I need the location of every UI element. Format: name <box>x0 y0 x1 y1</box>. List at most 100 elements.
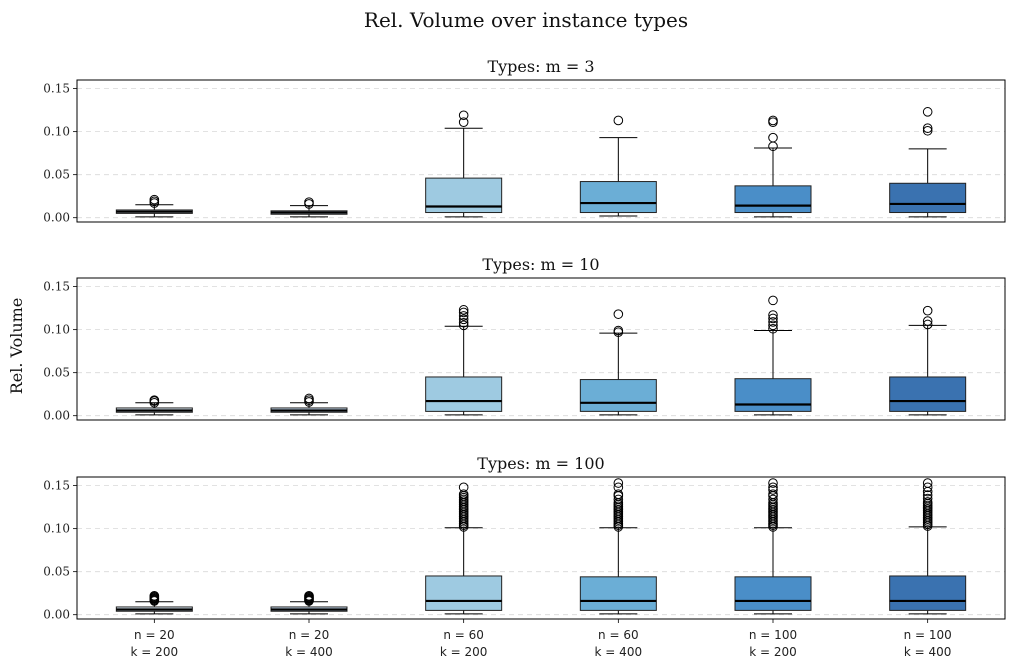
outlier-point <box>922 107 933 117</box>
outlier-point <box>922 497 933 507</box>
outlier-point <box>458 305 469 315</box>
y-tick-label: 0.00 <box>43 211 70 225</box>
box-body <box>889 575 967 611</box>
panel-m-0: Types: m = 3 0.00 0.05 0.10 0.15 <box>43 57 1006 225</box>
box-0 <box>115 395 193 416</box>
x-tick-label-n: n = 100 <box>904 628 952 642</box>
x-tick-label-k: k = 400 <box>904 645 952 659</box>
box-2 <box>425 110 503 218</box>
x-tick-label-n: n = 20 <box>289 628 330 642</box>
outlier-point <box>768 323 778 334</box>
outlier-point <box>922 319 933 330</box>
panel-title: Types: m = 100 <box>477 454 604 473</box>
x-tick-label-k: k = 400 <box>285 645 333 659</box>
box-2 <box>425 305 503 416</box>
y-tick-label: 0.10 <box>43 522 70 536</box>
x-tick-label-k: k = 200 <box>749 645 797 659</box>
outlier-point <box>458 311 469 321</box>
outlier-point <box>768 317 778 327</box>
outlier-point <box>149 590 160 601</box>
box-0 <box>115 194 193 218</box>
outlier-point <box>768 115 778 126</box>
outlier-point <box>458 307 469 318</box>
box-3 <box>579 115 657 217</box>
x-tick-label-n: n = 20 <box>134 628 175 642</box>
outlier-point <box>922 305 933 316</box>
x-tick-label-k: k = 200 <box>131 645 179 659</box>
box-1 <box>270 393 348 416</box>
x-tick-label-k: k = 200 <box>440 645 488 659</box>
y-axis-label: Rel. Volume <box>7 298 26 395</box>
outlier-point <box>613 489 624 500</box>
chart-title: Rel. Volume over instance types <box>364 8 688 32</box>
panel-title: Types: m = 3 <box>487 57 594 76</box>
y-tick-label: 0.10 <box>43 323 70 337</box>
outlier-point <box>613 494 624 505</box>
y-tick-label: 0.05 <box>43 168 70 182</box>
panel-m-1: Types: m = 10 0.00 0.05 0.10 0.15 <box>43 255 1006 423</box>
box-body <box>425 575 503 611</box>
box-body <box>579 379 657 412</box>
box-body <box>734 378 812 412</box>
y-tick-label: 0.10 <box>43 125 70 139</box>
outlier-point <box>922 482 933 493</box>
x-tick-label-n: n = 60 <box>443 628 484 642</box>
outlier-point <box>458 320 469 331</box>
box-4 <box>734 115 812 218</box>
y-tick-label: 0.05 <box>43 565 70 579</box>
box-4 <box>734 295 812 416</box>
outlier-point <box>768 295 778 306</box>
box-body <box>579 576 657 611</box>
outlier-point <box>768 489 778 500</box>
box-4 <box>734 478 812 615</box>
box-1 <box>270 197 348 218</box>
box-2 <box>425 482 503 615</box>
y-tick-label: 0.15 <box>43 479 70 493</box>
outlier-point <box>768 478 778 488</box>
outlier-point <box>768 485 778 495</box>
outlier-point <box>768 482 778 493</box>
x-tick-label-n: n = 60 <box>598 628 639 642</box>
y-tick-label: 0.05 <box>43 366 70 380</box>
outlier-point <box>613 309 624 319</box>
outlier-point <box>922 125 933 136</box>
outlier-point <box>304 197 314 208</box>
outlier-point <box>613 325 624 336</box>
x-tick-label-k: k = 400 <box>595 645 643 659</box>
outlier-point <box>922 478 933 488</box>
outlier-point <box>149 194 160 205</box>
panel-frame <box>76 476 1006 620</box>
outlier-point <box>304 590 314 601</box>
outlier-point <box>768 313 778 324</box>
outlier-point <box>613 478 624 488</box>
box-body <box>734 185 812 214</box>
y-tick-label: 0.15 <box>43 280 70 294</box>
panel-title: Types: m = 10 <box>482 255 599 274</box>
box-3 <box>579 478 657 615</box>
outlier-point <box>768 320 778 331</box>
box-body <box>734 576 812 611</box>
outlier-point <box>613 482 624 493</box>
box-3 <box>579 309 657 416</box>
box-5 <box>889 107 967 218</box>
box-1 <box>270 590 348 615</box>
outlier-point <box>304 393 314 404</box>
outlier-point <box>458 317 469 328</box>
y-tick-label: 0.00 <box>43 409 70 423</box>
panel-frame <box>76 277 1006 421</box>
outlier-point <box>922 316 933 326</box>
outlier-point <box>922 490 933 500</box>
outlier-point <box>458 117 469 127</box>
box-body <box>889 376 967 412</box>
panel-m-2: Types: m = 100 0.00 0.05 0.10 0.15 n = 20 k = … <box>43 454 1006 659</box>
outlier-point <box>768 132 778 143</box>
outlier-point <box>458 489 469 500</box>
box-5 <box>889 478 967 615</box>
y-tick-label: 0.15 <box>43 82 70 96</box>
outlier-point <box>458 482 469 493</box>
outlier-point <box>149 395 160 406</box>
box-body <box>425 376 503 412</box>
y-tick-label: 0.00 <box>43 608 70 622</box>
box-0 <box>115 590 193 615</box>
box-5 <box>889 305 967 416</box>
